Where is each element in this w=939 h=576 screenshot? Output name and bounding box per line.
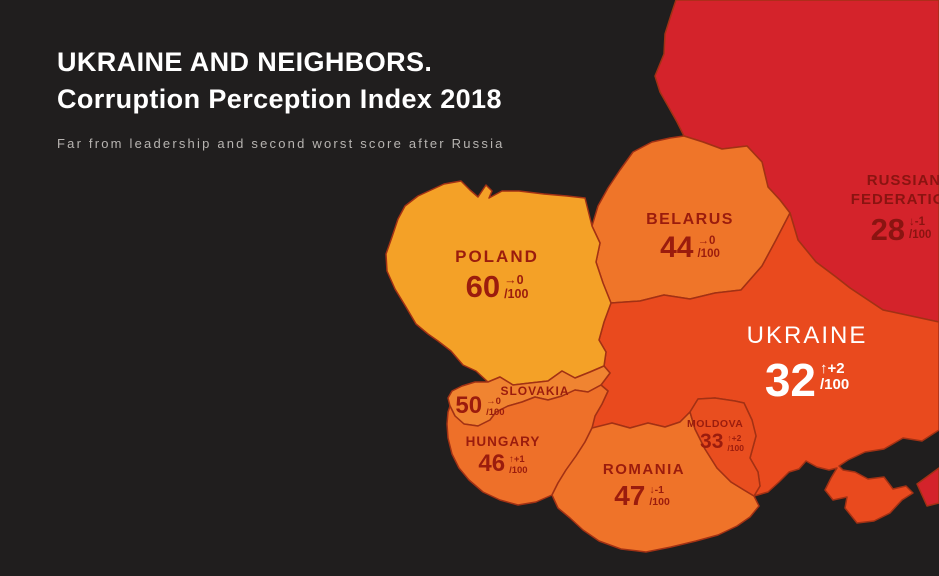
romania-score: 47	[614, 480, 646, 511]
country-label-slovakia: SLOVAKIA	[498, 384, 572, 398]
ukraine-score-group: 32 ↑+2 /100	[742, 354, 872, 406]
poland-name: POLAND	[455, 247, 539, 266]
russia-denominator: /100	[909, 228, 932, 241]
belarus-change: 0	[708, 235, 716, 247]
hungary-trend-up-icon: ↑	[509, 454, 514, 465]
ukraine-change: +2	[827, 360, 845, 377]
country-label-belarus: BELARUS 44 →0 /100	[630, 211, 750, 263]
belarus-name: BELARUS	[646, 211, 734, 228]
page-title: UKRAINE AND NEIGHBORS. Corruption Percep…	[57, 44, 617, 118]
poland-score: 60	[465, 269, 501, 304]
russia-score-group: 28 ↓-1 /100	[834, 212, 939, 247]
country-score-hungary: 46 ↑+1 /100	[476, 450, 530, 477]
slovakia-trend-right-icon: →	[486, 396, 496, 407]
country-shape-romania	[551, 411, 760, 553]
page-subtitle: Far from leadership and second worst sco…	[57, 136, 505, 151]
country-shape-hungary	[446, 384, 609, 506]
country-label-romania: ROMANIA	[601, 461, 687, 478]
romania-name: ROMANIA	[602, 461, 686, 478]
hungary-name: HUNGARY	[465, 434, 541, 449]
belarus-denominator: /100	[697, 247, 720, 260]
slovakia-name: SLOVAKIA	[500, 384, 570, 398]
russia-change: -1	[914, 216, 926, 228]
hungary-denominator: /100	[509, 464, 528, 476]
country-label-moldova: MOLDOVA	[687, 418, 743, 430]
country-label-ukraine: UKRAINE 32 ↑+2 /100	[742, 322, 872, 403]
poland-score-group: 60 →0 /100	[432, 269, 562, 304]
country-label-russia: RUSSIAN FEDERATION 28 ↓-1 /100	[834, 171, 939, 247]
hungary-change: +1	[513, 454, 525, 465]
moldova-trend-up-icon: ↑	[727, 433, 732, 443]
romania-trend-down-icon: ↓	[649, 484, 655, 496]
moldova-denominator: /100	[727, 442, 744, 453]
russia-name-line-2: FEDERATION	[850, 191, 939, 208]
russia-name-line-1: RUSSIAN	[866, 172, 939, 189]
russia-score: 28	[870, 212, 906, 247]
belarus-trend-right-icon: →	[697, 235, 709, 247]
country-score-moldova: 33 ↑+2 /100	[698, 430, 746, 453]
slovakia-change: 0	[495, 396, 501, 407]
moldova-score: 33	[700, 430, 724, 453]
title-line-1: UKRAINE AND NEIGHBORS.	[57, 47, 433, 77]
romania-change: -1	[654, 484, 664, 496]
poland-change: 0	[516, 273, 524, 287]
poland-trend-right-icon: →	[504, 273, 517, 287]
ukraine-score: 32	[764, 354, 816, 406]
country-shape-russia-kerch	[916, 467, 939, 507]
country-score-romania: 47 ↓-1 /100	[610, 480, 674, 511]
title-line-2: Corruption Perception Index 2018	[57, 84, 502, 114]
moldova-name: MOLDOVA	[687, 418, 744, 430]
country-label-hungary: HUNGARY	[463, 434, 543, 449]
country-shape-moldova	[689, 397, 761, 497]
belarus-score-group: 44 →0 /100	[630, 231, 750, 264]
header: UKRAINE AND NEIGHBORS. Corruption Percep…	[57, 44, 617, 151]
moldova-change: +2	[731, 433, 742, 443]
poland-denominator: /100	[504, 286, 529, 301]
ukraine-denominator: /100	[819, 376, 850, 393]
russia-trend-down-icon: ↓	[909, 216, 915, 228]
ukraine-trend-up-icon: ↑	[819, 360, 828, 377]
ukraine-name: UKRAINE	[746, 322, 868, 349]
slovakia-score: 50	[455, 392, 483, 419]
country-score-slovakia: 50 →0 /100	[452, 392, 508, 419]
slovakia-denominator: /100	[486, 406, 505, 418]
country-label-poland: POLAND 60 →0 /100	[432, 247, 562, 304]
belarus-score: 44	[660, 231, 694, 264]
hungary-score: 46	[478, 450, 506, 477]
romania-denominator: /100	[649, 495, 670, 508]
